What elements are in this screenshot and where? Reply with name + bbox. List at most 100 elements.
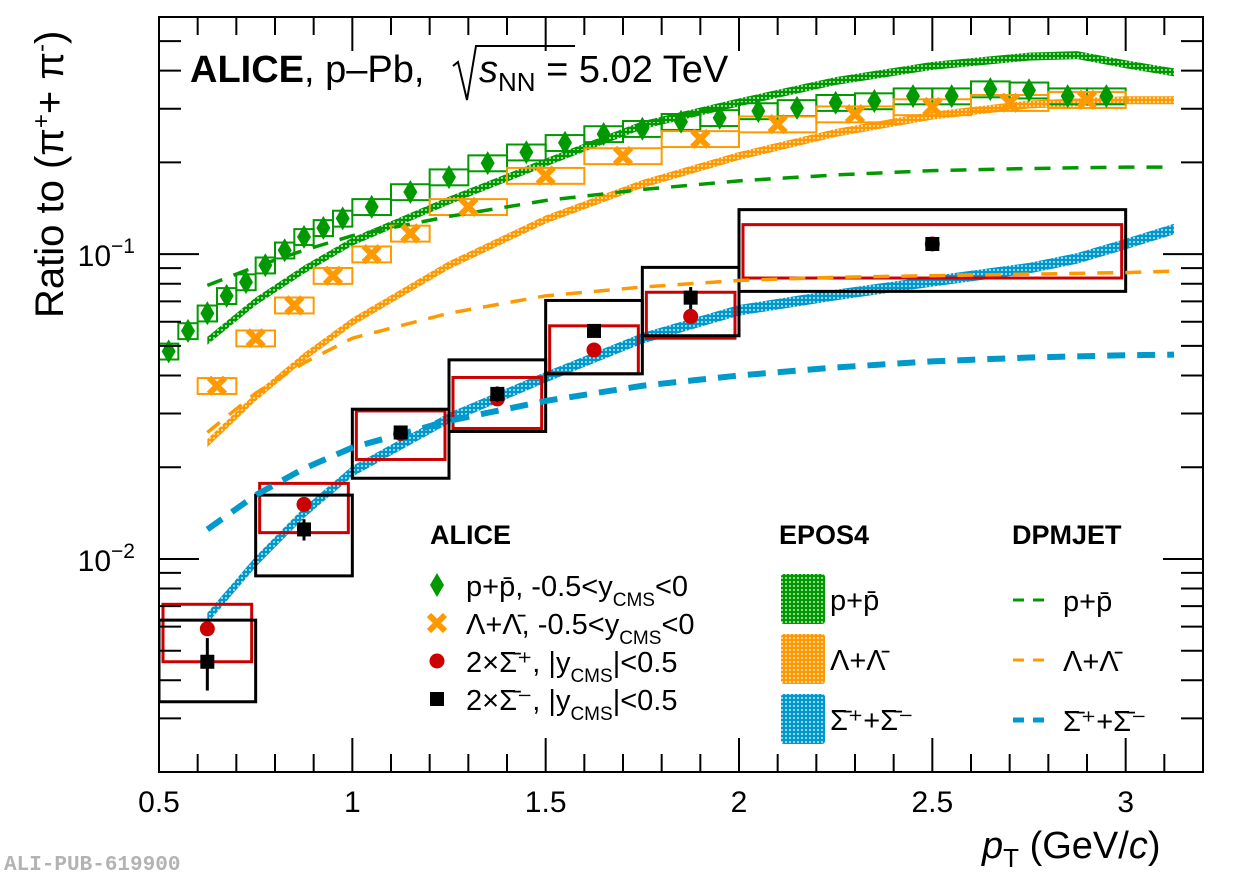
sigma-minus-syst-box [254, 493, 354, 578]
data-point-diamond [480, 151, 495, 176]
data-point-diamond [239, 270, 253, 295]
legend-epos-header: EPOS4 [779, 520, 869, 550]
epos-band-1 [207, 96, 1175, 448]
lambda-syst-box [390, 224, 431, 243]
data-point-cross [922, 96, 943, 118]
y-tick-exponent: −2 [111, 540, 135, 563]
data-point-diamond [867, 89, 882, 114]
data-point-cross [999, 92, 1020, 113]
legend-label-tail: <0 [661, 609, 694, 641]
lambda-syst-box [274, 296, 315, 315]
x-tick-label: 1.5 [525, 786, 567, 819]
data-point-cross [361, 244, 382, 265]
legend-label-main: Λ+Λ̄, -0.5<y [466, 609, 620, 641]
sigma-plus-syst-box [741, 223, 1124, 280]
data-point-diamond [944, 84, 959, 109]
data-point-diamond [790, 95, 804, 120]
data-point-cross [284, 295, 305, 316]
title-value: = 5.02 TeV [536, 49, 729, 91]
data-point-diamond [635, 116, 650, 141]
x-axis-label: pT (GeV/c) [981, 825, 1161, 873]
data-point-diamond [219, 283, 234, 308]
data-point-square [490, 386, 505, 401]
data-point-diamond [364, 194, 379, 219]
legend-label-sub: CMS [570, 704, 612, 725]
lambda-syst-box [351, 245, 393, 264]
plot-frame [158, 16, 1204, 773]
data-point-diamond [200, 301, 215, 326]
legend-epos: EPOS4 p+p̄ Λ+Λ̄ Σ̄⁺+Σ̄⁻ [779, 520, 913, 744]
data-point-diamond [297, 224, 311, 249]
y-axis-label: Ratio to (π++ π-) [28, 31, 72, 318]
data-point-cross [690, 128, 711, 149]
sigma-minus-syst-box [350, 407, 451, 480]
legend-alice-label: 2×Σ̄⁺, |yCMS|<0.5 [466, 647, 677, 687]
data-point-cross [458, 196, 479, 217]
data-point-circle [199, 621, 215, 637]
data-point-cross [206, 375, 228, 396]
data-point-square [200, 654, 215, 669]
data-point-diamond [181, 318, 195, 343]
xlabel-p: p [981, 825, 1003, 867]
data-point-diamond [1060, 84, 1075, 109]
legend-label-sub: CMS [613, 590, 655, 611]
data-point-circle [683, 308, 699, 324]
data-point-diamond [751, 98, 766, 123]
x-tick-label: 1 [344, 786, 361, 819]
data-point-diamond [277, 238, 292, 263]
title-system: , p–Pb, [304, 49, 424, 91]
legend-dpmjet-label: p+p̄ [1063, 586, 1112, 618]
dpmjet-curve-1 [206, 269, 1175, 434]
data-point-diamond [712, 105, 727, 130]
chart-title: ALICE, p–Pb, [190, 49, 424, 91]
legend-label-tail: |<0.5 [613, 647, 678, 679]
xlabel-t: T [1003, 843, 1019, 873]
legend-label-sub: CMS [570, 666, 612, 687]
legend-alice-label: p+p̄, -0.5<yCMS<0 [466, 571, 688, 611]
x-tick-label: 3 [1117, 786, 1134, 819]
data-point-diamond [1022, 78, 1036, 103]
legend-alice-label: 2×Σ̄⁻, |yCMS|<0.5 [466, 685, 677, 725]
legend-alice: ALICE p+p̄, -0.5<yCMS<0Λ+Λ̄, -0.5<yCMS<0… [426, 520, 695, 725]
y-tick-base: 10 [78, 545, 111, 578]
data-point-cross [767, 114, 788, 135]
y-tick-label: 10−1 [78, 235, 135, 273]
lambda-syst-box [196, 377, 238, 395]
watermark: ALI-PUB-619900 [4, 854, 180, 877]
legend-label-sub: CMS [619, 628, 661, 649]
data-point-diamond [335, 206, 350, 231]
legend-label-tail: <0 [655, 571, 688, 603]
ylabel-close: ) [28, 31, 72, 44]
data-point-cross [322, 265, 344, 286]
legend-alice-header: ALICE [430, 520, 511, 550]
legend-label-main: 2×Σ̄⁻, |y [466, 685, 571, 717]
data-point-cross [844, 104, 866, 125]
lambda-syst-box [235, 329, 276, 348]
legend-epos-label: Σ̄⁺+Σ̄⁻ [830, 705, 913, 737]
legend-epos-swatch [781, 574, 825, 624]
legend-dpmjet: DPMJET p+p̄ Λ+Λ̄ Σ̄⁺+Σ̄⁻ [1012, 520, 1146, 738]
data-point-diamond [674, 109, 688, 134]
x-tick-label: 2.5 [911, 786, 953, 819]
y-tick-exponent: −1 [111, 235, 135, 258]
data-point-square [393, 425, 408, 440]
y-tick-label: 10−2 [78, 540, 135, 578]
lambda-syst-box [738, 115, 818, 134]
lambda-syst-box [583, 147, 663, 166]
sigma-minus-syst-box [159, 618, 258, 704]
legend-dpmjet-label: Σ̄⁺+Σ̄⁻ [1063, 706, 1146, 738]
data-point-square [587, 323, 601, 338]
data-point-diamond [558, 130, 572, 155]
ylabel-minus: - [28, 44, 55, 52]
title-alice: ALICE [190, 49, 304, 91]
sigma-minus-syst-box [640, 265, 741, 338]
data-point-square [297, 522, 311, 537]
legend-epos-label: p+p̄ [830, 585, 879, 617]
legend-epos-swatch [781, 694, 825, 744]
data-point-cross [535, 165, 556, 186]
legend-dpmjet-header: DPMJET [1012, 520, 1122, 550]
lambda-syst-box [1047, 91, 1127, 109]
data-point-cross [400, 223, 421, 244]
data-point-square [925, 236, 940, 251]
data-point-circle [586, 342, 602, 358]
